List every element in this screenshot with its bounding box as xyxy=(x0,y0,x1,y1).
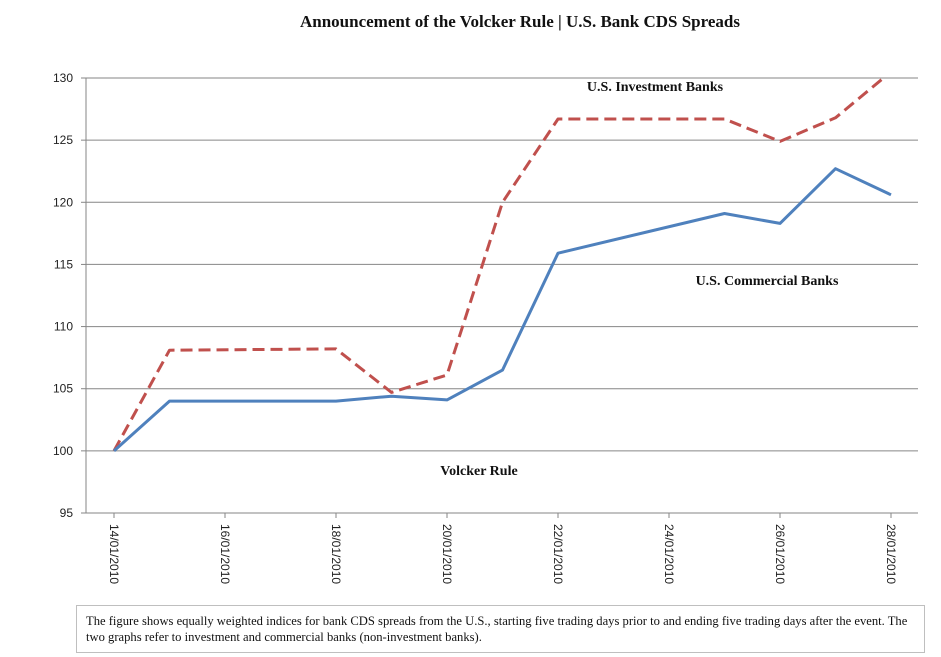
series-lines xyxy=(112,78,892,453)
y-tick-label: 120 xyxy=(53,195,73,209)
x-tick-label: 18/01/2010 xyxy=(329,524,343,584)
y-tick-label: 125 xyxy=(53,133,73,147)
axes xyxy=(81,77,918,518)
x-tick-label: 28/01/2010 xyxy=(884,524,898,584)
commercial-banks-label: U.S. Commercial Banks xyxy=(696,274,839,289)
investment-banks-line xyxy=(112,78,886,452)
x-tick-label: 20/01/2010 xyxy=(440,524,454,584)
volcker-rule-label: Volcker Rule xyxy=(440,464,517,479)
y-tick-label: 130 xyxy=(53,71,73,85)
y-tick-label: 105 xyxy=(53,382,73,396)
investment-banks-label: U.S. Investment Banks xyxy=(587,80,724,95)
x-tick-label: 22/01/2010 xyxy=(551,524,565,584)
y-tick-labels: 95 100 105 110 115 120 125 130 xyxy=(53,71,73,520)
chart-canvas: Announcement of the Volcker Rule | U.S. … xyxy=(53,12,918,584)
y-tick-label: 100 xyxy=(53,444,73,458)
y-tick-label: 110 xyxy=(54,320,73,334)
x-tick-label: 14/01/2010 xyxy=(107,524,121,584)
commercial-banks-line xyxy=(112,167,892,453)
chart-title: Announcement of the Volcker Rule | U.S. … xyxy=(300,12,740,31)
x-tick-labels: 14/01/2010 16/01/2010 18/01/2010 20/01/2010… xyxy=(107,524,898,584)
figure-caption: The figure shows equally weighted indice… xyxy=(76,605,925,653)
cds-spread-chart: Announcement of the Volcker Rule | U.S. … xyxy=(53,12,918,584)
gridlines xyxy=(86,77,918,452)
x-tick-label: 26/01/2010 xyxy=(773,524,787,584)
x-tick-label: 24/01/2010 xyxy=(662,524,676,584)
x-tick-label: 16/01/2010 xyxy=(218,524,232,584)
y-tick-label: 115 xyxy=(54,257,73,271)
y-tick-label: 95 xyxy=(60,506,74,520)
